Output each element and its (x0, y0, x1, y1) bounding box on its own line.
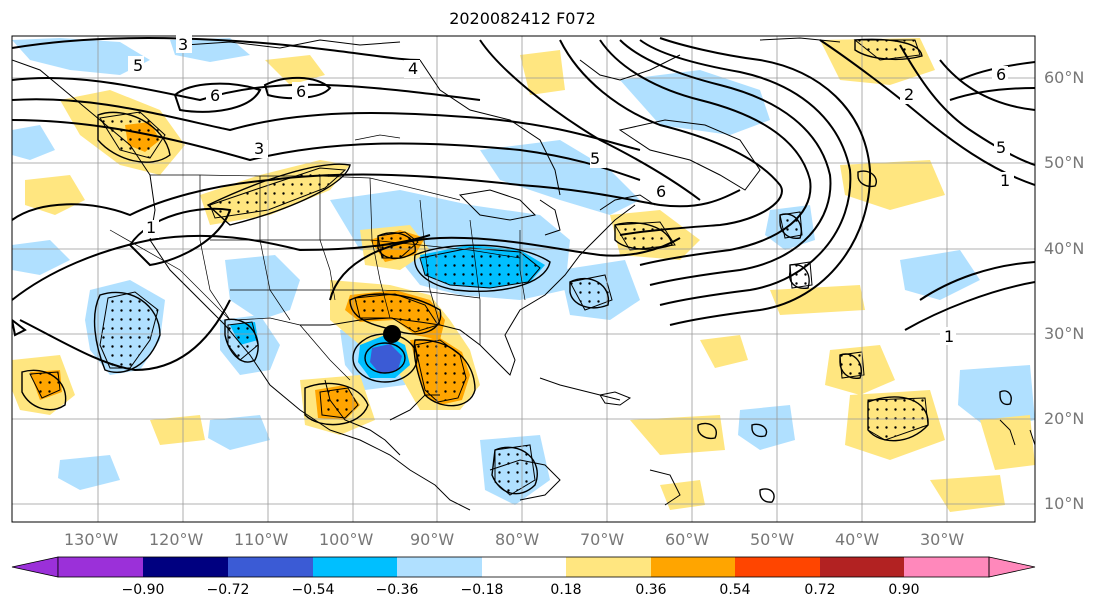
lon-label: 30°W (920, 530, 965, 549)
strong-negative-anomaly-area (370, 344, 402, 374)
negative-anomaly-area (900, 250, 980, 300)
colorbar-tick: 0.18 (550, 582, 582, 598)
significance-stippling (29, 39, 929, 496)
contour-label: 3 (178, 35, 188, 54)
map-title: 2020082412 F072 (449, 9, 596, 28)
storm-center-marker (383, 325, 401, 343)
colorbar-segment (904, 557, 989, 577)
colorbar-segment (397, 557, 482, 577)
colorbar-segment (143, 557, 228, 577)
negative-anomaly-area (58, 455, 120, 490)
colorbar-tick: 0.90 (888, 582, 920, 598)
lon-label: 110°W (234, 530, 289, 549)
contour-label: 5 (133, 56, 143, 75)
positive-anomaly-area (150, 415, 205, 445)
contour-label: 6 (210, 86, 220, 105)
colorbar-segment (58, 557, 143, 577)
lon-label: 90°W (410, 530, 455, 549)
contour-label: 6 (656, 182, 666, 201)
positive-anomaly-area (840, 160, 945, 210)
contour-label-layer: 5 3 6 6 4 2 6 5 3 1 5 6 1 1 (128, 35, 1014, 346)
colorbar-tick: 0.54 (719, 582, 751, 598)
colorbar-tick: −0.18 (460, 582, 504, 598)
contour-label: 6 (996, 65, 1006, 84)
contour-label: 6 (296, 82, 306, 101)
lat-label: 30°N (1044, 324, 1085, 343)
colorbar-tick: −0.54 (291, 582, 335, 598)
colorbar-extend-right (988, 556, 1036, 578)
lon-label: 50°W (750, 530, 795, 549)
closed-contours (21, 38, 1012, 503)
colorbar-tick: 0.72 (804, 582, 836, 598)
positive-anomaly-area (265, 55, 325, 85)
contour-label: 1 (1000, 171, 1010, 190)
colorbar-segment (651, 557, 735, 577)
positive-anomaly-area (660, 480, 705, 510)
lat-label: 20°N (1044, 409, 1085, 428)
lon-label: 80°W (495, 530, 540, 549)
positive-anomaly-area (520, 50, 565, 95)
contour-label: 5 (590, 149, 600, 168)
negative-anomaly-area (480, 140, 640, 215)
contour-label: 5 (996, 138, 1006, 157)
lon-label: 70°W (580, 530, 625, 549)
lon-label: 130°W (64, 530, 119, 549)
colorbar-tick: −0.90 (121, 582, 165, 598)
contour-label: 3 (254, 139, 264, 158)
height-contours (12, 37, 1035, 372)
negative-anomaly-area (12, 38, 150, 75)
colorbar-segment (735, 557, 820, 577)
colorbar-segment (228, 557, 313, 577)
colorbar-extend-left (11, 556, 59, 578)
positive-anomaly-area (930, 475, 1005, 512)
lon-label: 100°W (319, 530, 374, 549)
negative-anomaly-area (738, 405, 795, 450)
negative-anomaly-area (12, 125, 55, 160)
colorbar-tick: −0.72 (206, 582, 250, 598)
negative-anomaly-area (225, 255, 300, 320)
lat-label: 10°N (1044, 494, 1085, 513)
colorbar-segment (566, 557, 651, 577)
negative-anomaly-area (958, 365, 1035, 430)
lon-label: 60°W (665, 530, 710, 549)
positive-anomaly-area (770, 285, 865, 315)
negative-anomaly-area (208, 415, 270, 450)
colorbar-segment (313, 557, 397, 577)
colorbar (11, 556, 1036, 578)
contour-label: 4 (408, 59, 418, 78)
contour-label: 2 (904, 85, 914, 104)
positive-anomaly-area (700, 335, 748, 368)
colorbar-segment (482, 557, 566, 577)
colorbar-tick: 0.36 (635, 582, 667, 598)
colorbar-segment (820, 557, 904, 577)
positive-anomaly-area (630, 415, 725, 455)
contour-label: 1 (146, 218, 156, 237)
graticule (12, 36, 1035, 522)
contour-label: 1 (944, 327, 954, 346)
lat-label: 50°N (1044, 153, 1085, 172)
colorbar-tick: −0.36 (375, 582, 419, 598)
positive-anomaly-area (980, 415, 1035, 470)
lat-label: 40°N (1044, 239, 1085, 258)
lat-label: 60°N (1044, 68, 1085, 87)
lon-label: 120°W (149, 530, 204, 549)
lon-label: 40°W (835, 530, 880, 549)
map-frame (11, 35, 1036, 523)
